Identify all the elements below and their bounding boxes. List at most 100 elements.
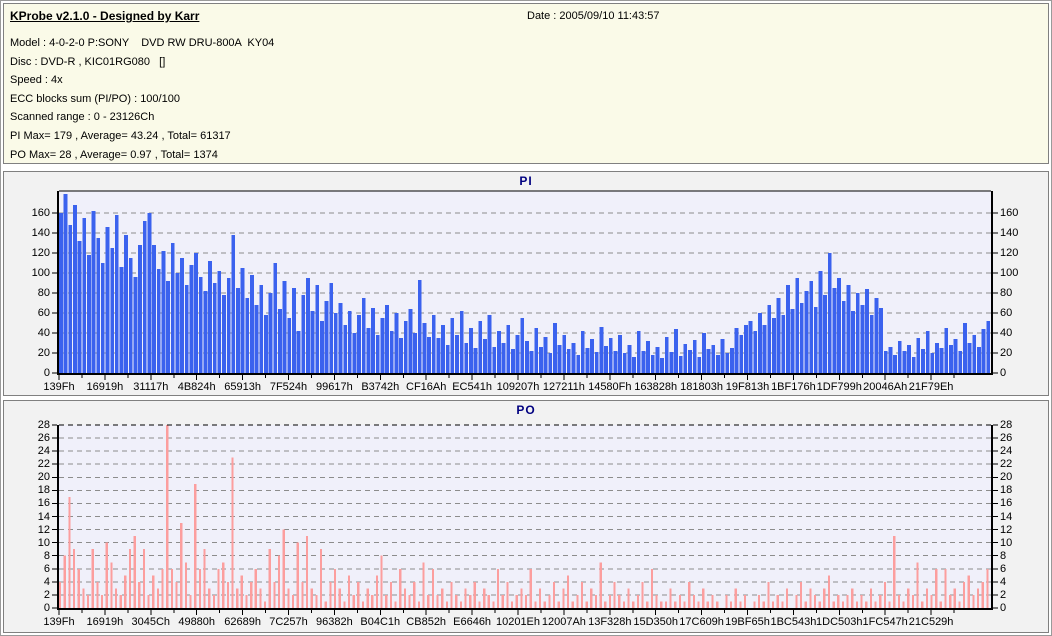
y-axis-label: 120 (31, 247, 50, 259)
x-axis-label: 65913h (224, 381, 261, 393)
y-axis-label: 10 (37, 536, 50, 549)
x-axis-label: CB852h (406, 616, 447, 628)
y-axis-label: 20 (1000, 347, 1013, 359)
x-axis-label: 16919h (86, 616, 124, 628)
x-axis-label: EC541h (452, 381, 492, 393)
info-line: PO Max= 28 , Average= 0.97 , Total= 1374 (10, 148, 218, 161)
x-axis-label: 4B824h (177, 381, 216, 393)
y-axis-label: 4 (43, 575, 50, 588)
x-axis-label: B3742h (361, 381, 400, 393)
x-axis-label: 1DC503h (816, 616, 863, 628)
y-axis-label: 160 (31, 207, 50, 219)
x-axis-label: 7C257h (269, 616, 308, 628)
y-axis-label: 100 (31, 267, 50, 279)
info-line: ECC blocks sum (PI/PO) : 100/100 (10, 92, 180, 105)
x-axis-label: 1DF799h (816, 381, 862, 393)
x-axis-label: 21F79Eh (908, 381, 954, 393)
x-axis-label: 21C529h (908, 616, 954, 628)
y-axis-label: 140 (1000, 227, 1019, 239)
y-axis-label: 6 (1000, 562, 1007, 575)
y-axis-label: 12 (1000, 523, 1013, 536)
x-axis-label: 1BF176h (771, 381, 816, 393)
x-axis-label: 62689h (224, 616, 261, 628)
x-axis-label: 181803h (680, 381, 723, 393)
x-axis-label: 12007Ah (541, 616, 586, 628)
x-axis-label: 13F328h (588, 616, 632, 628)
app-title: KProbe v2.1.0 - Designed by Karr (10, 9, 200, 23)
y-axis-label: 60 (1000, 307, 1013, 319)
y-axis-label: 28 (1000, 419, 1013, 431)
x-axis-label: 163828h (634, 381, 678, 393)
y-axis-label: 120 (1000, 247, 1019, 259)
y-axis-label: 80 (1000, 287, 1013, 299)
y-axis-label: 20 (37, 347, 50, 359)
y-axis-label: 60 (37, 307, 50, 319)
y-axis-label: 22 (37, 458, 50, 471)
y-axis-label: 0 (43, 602, 50, 614)
info-line: Speed : 4x (10, 74, 63, 87)
po-chart-panel: PO 0 0 2 2 4 4 6 6 8 8 10 10 12 12 14 14 16 16 18 18 20 20 22 2… (3, 400, 1049, 633)
x-axis-label: 96382h (316, 616, 353, 628)
y-axis-label: 2 (43, 588, 50, 601)
y-axis-label: 14 (1000, 510, 1013, 523)
x-axis-label: 109207h (496, 381, 540, 393)
y-axis-label: 40 (37, 327, 50, 339)
x-axis-label: 139Fh (43, 616, 75, 628)
pi-chart-panel: PI 0 0 20 20 40 40 60 60 80 80 100 100 120 120 140 140 1… (3, 171, 1049, 396)
y-axis-label: 20 (37, 471, 50, 484)
x-axis-label: B04C1h (360, 616, 401, 628)
scan-info-panel: KProbe v2.1.0 - Designed by Karr Date : … (3, 3, 1049, 164)
info-line: PI Max= 179 , Average= 43.24 , Total= 61… (10, 129, 231, 142)
y-axis-label: 24 (1000, 445, 1013, 458)
y-axis-label: 26 (37, 432, 50, 445)
x-axis-label: 15D350h (633, 616, 679, 628)
y-axis-label: 26 (1000, 432, 1013, 445)
y-axis-label: 4 (1000, 575, 1007, 588)
x-axis-label: 139Fh (43, 381, 75, 393)
y-axis-label: 0 (43, 367, 50, 379)
info-line: Disc : DVD-R , KIC01RG080 [] (10, 55, 166, 68)
po-chart-canvas (52, 424, 998, 615)
info-line: Model : 4-0-2-0 P:SONY DVD RW DRU-800A K… (10, 37, 275, 49)
x-axis-label: 1BC543h (770, 616, 817, 628)
po-chart-title: PO (516, 403, 536, 417)
x-axis-label: 14580Fh (588, 381, 632, 393)
x-axis-label: 1FC547h (862, 616, 908, 628)
y-axis-label: 14 (37, 510, 50, 523)
x-axis-label: 20046Ah (863, 381, 908, 393)
y-axis-label: 100 (1000, 267, 1019, 279)
x-axis-label: 19F813h (725, 381, 770, 393)
x-axis-label: 7F524h (269, 381, 308, 393)
y-axis-label: 20 (1000, 471, 1013, 484)
x-axis-label: 3045Ch (131, 616, 171, 628)
scan-date: Date : 2005/09/10 11:43:57 (527, 10, 660, 22)
pi-chart-canvas (52, 190, 998, 380)
x-axis-label: 31117h (133, 381, 169, 393)
x-axis-label: 10201Eh (495, 616, 541, 628)
y-axis-label: 22 (1000, 458, 1013, 471)
y-axis-label: 16 (37, 497, 50, 510)
y-axis-label: 28 (37, 419, 50, 431)
x-axis-label: 19BF65h (725, 616, 770, 628)
x-axis-label: 127211h (542, 381, 585, 393)
y-axis-label: 18 (1000, 484, 1013, 497)
y-axis-label: 0 (1000, 602, 1007, 614)
x-axis-label: 49880h (178, 616, 216, 628)
y-axis-label: 6 (43, 562, 50, 575)
y-axis-label: 0 (1000, 367, 1007, 379)
y-axis-label: 160 (1000, 207, 1019, 219)
x-axis-label: 17C609h (679, 616, 724, 628)
y-axis-label: 24 (37, 445, 50, 458)
y-axis-label: 8 (1000, 549, 1007, 562)
x-axis-label: E6646h (453, 616, 492, 628)
y-axis-label: 40 (1000, 327, 1013, 339)
info-line: Scanned range : 0 - 23126Ch (10, 111, 155, 124)
y-axis-label: 8 (43, 549, 50, 562)
x-axis-label: CF16Ah (406, 381, 447, 393)
y-axis-label: 2 (1000, 588, 1007, 601)
x-axis-label: 99617h (316, 381, 353, 393)
x-axis-label: 16919h (86, 381, 124, 393)
y-axis-label: 12 (37, 523, 50, 536)
y-axis-label: 140 (31, 227, 50, 239)
